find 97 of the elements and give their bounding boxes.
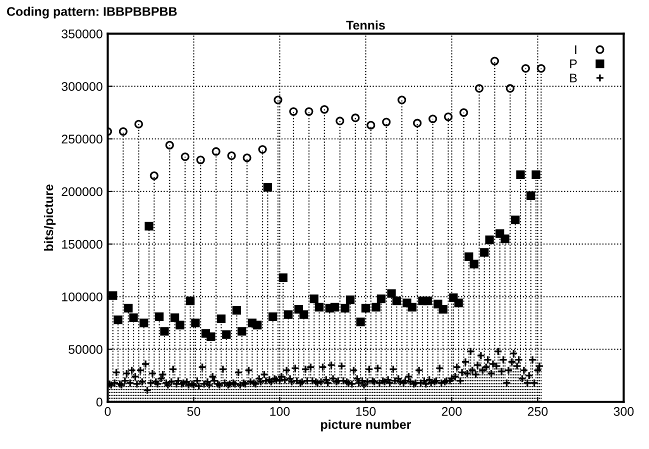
y-tick-label: 0 (96, 398, 102, 407)
point (314, 302, 324, 312)
point (114, 315, 122, 324)
x-tick-label: 100 (270, 407, 290, 416)
point (470, 260, 478, 268)
point (392, 296, 401, 306)
point (444, 112, 453, 122)
point (376, 294, 386, 304)
x-tick-label: 150 (356, 407, 376, 416)
point (398, 96, 406, 104)
point (474, 84, 484, 93)
x-axis-title: picture number (321, 420, 412, 432)
point (140, 318, 148, 328)
point (227, 151, 236, 160)
point (191, 318, 200, 328)
point (206, 332, 216, 341)
y-tick-label: 200000 (62, 187, 102, 196)
point (278, 273, 288, 282)
point (532, 170, 540, 179)
point (506, 84, 514, 93)
point (346, 296, 355, 304)
point (464, 252, 474, 261)
point (521, 64, 530, 73)
point (196, 156, 205, 164)
point (428, 114, 438, 124)
point (108, 291, 118, 300)
point (180, 152, 190, 162)
point (408, 302, 416, 312)
legend-label: I (575, 45, 576, 54)
point (480, 248, 489, 257)
point (274, 96, 282, 104)
x-tick-label: 300 (614, 407, 634, 416)
point (320, 105, 329, 114)
point (490, 56, 500, 66)
y-tick-label: 150000 (62, 240, 102, 249)
x-tick-label: 200 (442, 407, 462, 416)
point (284, 310, 293, 319)
legend-label: B (570, 74, 577, 82)
point (242, 153, 252, 162)
point (310, 294, 318, 304)
point (304, 107, 314, 116)
point (150, 171, 158, 180)
point (459, 108, 468, 117)
point (124, 304, 133, 313)
y-tick-label: 350000 (62, 29, 102, 38)
point (351, 114, 360, 122)
point (170, 313, 180, 322)
point (356, 318, 365, 326)
point (526, 191, 536, 200)
point (516, 170, 525, 179)
point (238, 327, 246, 336)
point (258, 145, 267, 154)
point (129, 313, 138, 322)
point (289, 107, 298, 116)
legend-label: P (570, 60, 577, 68)
y-tick-label: 100000 (62, 292, 102, 302)
point (438, 304, 448, 314)
point (500, 234, 510, 244)
text: Coding pattern: IBBPBBPBB (7, 6, 177, 18)
point (485, 236, 494, 244)
point (387, 289, 396, 298)
point (186, 296, 195, 306)
point (165, 140, 174, 150)
y-tick-label: 300000 (62, 82, 102, 91)
point (134, 120, 143, 128)
x-tick-label: 50 (187, 407, 200, 416)
x-tick-label: 0 (104, 407, 111, 416)
chart-title: Tennis (346, 20, 385, 30)
point (454, 298, 463, 308)
y-tick-label: 50000 (68, 345, 102, 354)
point (340, 304, 350, 313)
point (232, 306, 242, 315)
x-tick-label: 250 (528, 407, 548, 416)
point (118, 127, 128, 136)
y-tick-label: 250000 (62, 134, 102, 144)
point (413, 118, 422, 128)
point (366, 120, 376, 130)
point (144, 222, 154, 230)
point (253, 320, 262, 330)
y-axis-title: bits/picture (44, 184, 56, 251)
point (336, 116, 344, 126)
point (330, 302, 340, 312)
point (268, 312, 278, 321)
point (423, 296, 432, 306)
point (222, 330, 231, 339)
point (176, 320, 184, 330)
point (155, 312, 164, 321)
point (361, 304, 370, 313)
point (382, 118, 391, 126)
point (536, 64, 546, 73)
point (372, 302, 380, 312)
point (216, 314, 226, 324)
point (263, 182, 272, 192)
point (212, 147, 220, 156)
point (511, 216, 520, 224)
point (299, 310, 308, 319)
point (160, 327, 169, 336)
